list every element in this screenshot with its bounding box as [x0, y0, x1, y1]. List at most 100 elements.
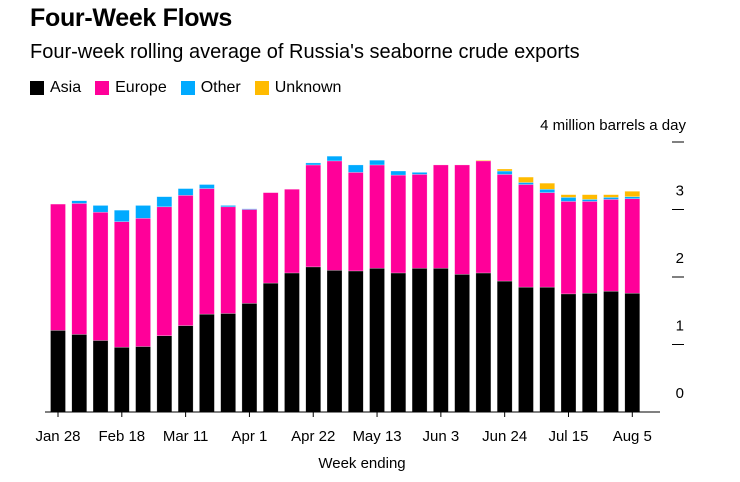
legend-label: Europe — [115, 79, 167, 96]
legend-item-unknown: Unknown — [254, 79, 342, 97]
bar-europe — [624, 198, 641, 294]
legend-swatch-unknown — [254, 81, 269, 95]
bar-asia — [71, 334, 88, 413]
x-tick-label: Mar 11 — [163, 428, 209, 445]
bar-unknown — [475, 159, 492, 162]
x-tick-label: Feb 18 — [98, 428, 145, 445]
bar-unknown — [539, 182, 555, 190]
bar-other — [114, 209, 130, 222]
bar-asia — [624, 292, 641, 413]
y-tick-label: 3 — [676, 183, 684, 200]
legend-swatch-asia — [30, 81, 44, 95]
bar-asia — [135, 346, 151, 413]
bar-asia — [199, 313, 215, 413]
y-axis-unit-label: 4 million barrels a day — [540, 117, 686, 134]
bar-europe — [114, 221, 130, 348]
legend-item-asia: Asia — [30, 79, 81, 97]
chart-subtitle: Four-week rolling average of Russia's se… — [30, 41, 580, 63]
bar-unknown — [496, 168, 513, 172]
bar-asia — [454, 274, 470, 413]
x-axis-title: Week ending — [318, 455, 405, 472]
bar-asia — [518, 286, 534, 413]
bar-asia — [177, 325, 194, 413]
x-tick-label: Jan 28 — [35, 428, 80, 445]
bar-europe — [518, 184, 534, 288]
bar-other — [624, 196, 641, 199]
y-tick-label: 1 — [676, 318, 684, 335]
bar-europe — [496, 174, 513, 282]
bar-asia — [496, 280, 513, 413]
y-tick-label: 2 — [676, 250, 684, 267]
bar-asia — [284, 272, 300, 413]
bar-europe — [284, 189, 300, 274]
bar-other — [220, 205, 236, 208]
bar-asia — [156, 335, 173, 413]
bar-other — [603, 197, 619, 200]
bar-europe — [433, 164, 449, 269]
bar-europe — [241, 209, 258, 304]
bar-asia — [539, 286, 555, 413]
bar-europe — [390, 174, 407, 274]
legend-item-europe: Europe — [95, 79, 167, 97]
bar-asia — [326, 270, 343, 413]
bar-other — [369, 159, 385, 166]
bar-asia — [390, 272, 407, 413]
legend-label: Unknown — [274, 79, 342, 96]
bar-other — [496, 170, 513, 175]
bar-asia — [220, 313, 236, 413]
bar-europe — [177, 195, 194, 326]
bar-unknown — [582, 194, 598, 200]
bar-other — [539, 189, 555, 193]
bar-asia — [475, 272, 492, 413]
x-tick-label: Aug 5 — [613, 428, 652, 445]
bar-other — [241, 208, 258, 210]
bar-europe — [560, 201, 577, 295]
bar-europe — [220, 206, 236, 314]
bar-asia — [582, 292, 598, 413]
x-tick-label: Jul 15 — [548, 428, 588, 445]
bar-other — [305, 162, 321, 166]
bar-asia — [348, 270, 364, 413]
bar-asia — [305, 266, 321, 413]
bar-europe — [582, 201, 598, 294]
bar-europe — [199, 188, 215, 315]
bar-other — [71, 200, 88, 204]
bar-other — [92, 205, 109, 213]
x-tick-label: Jun 24 — [482, 428, 527, 445]
bar-asia — [50, 330, 66, 413]
bar-unknown — [560, 194, 577, 198]
bar-asia — [92, 340, 109, 413]
legend-item-other: Other — [180, 79, 241, 97]
bar-other — [135, 205, 151, 219]
x-tick-label: Apr 22 — [291, 428, 335, 445]
bar-europe — [454, 164, 470, 275]
bar-europe — [135, 218, 151, 347]
bar-europe — [475, 160, 492, 274]
legend-label: Asia — [50, 79, 82, 96]
bar-other — [348, 164, 364, 173]
bar-europe — [326, 160, 343, 271]
bar-other — [582, 199, 598, 202]
bar-europe — [348, 172, 364, 272]
bar-other — [390, 170, 407, 176]
bar-other — [560, 197, 577, 202]
bar-europe — [411, 174, 428, 269]
bar-asia — [241, 303, 258, 413]
bar-asia — [262, 282, 279, 413]
bar-asia — [603, 290, 619, 413]
bar-europe — [92, 211, 109, 341]
x-tick-label: May 13 — [352, 428, 401, 445]
bar-unknown — [624, 191, 641, 197]
bar-europe — [71, 203, 88, 335]
bar-europe — [539, 192, 555, 288]
bar-asia — [560, 293, 577, 413]
bar-asia — [369, 267, 385, 413]
bar-other — [199, 184, 215, 189]
legend-label: Other — [200, 79, 241, 96]
bar-other — [518, 182, 534, 185]
bar-europe — [369, 164, 385, 269]
bar-europe — [50, 203, 66, 331]
bar-europe — [603, 199, 619, 292]
